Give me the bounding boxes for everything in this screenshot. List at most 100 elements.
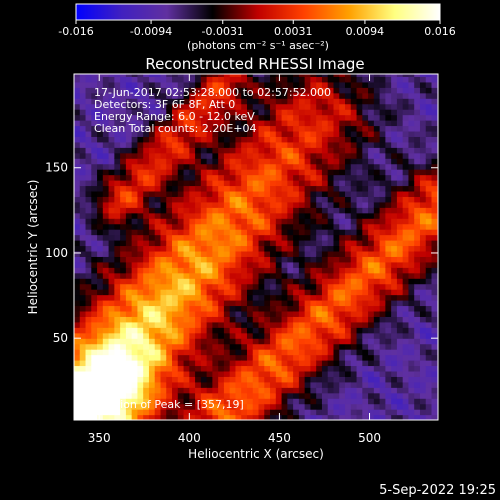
heatmap-cell <box>402 316 410 323</box>
heatmap-cell <box>270 316 277 323</box>
heatmap-cell <box>85 267 92 274</box>
heatmap-cell <box>252 120 260 127</box>
heatmap-cell <box>270 354 277 361</box>
heatmap-cell <box>223 81 231 88</box>
heatmap-cell <box>327 229 335 236</box>
heatmap-cell <box>275 321 283 328</box>
heatmap-cell <box>287 289 294 296</box>
heatmap-cell <box>356 327 363 334</box>
heatmap-cell <box>97 147 104 154</box>
heatmap-cell <box>177 250 185 257</box>
heatmap-cell <box>333 267 340 274</box>
heatmap-cell <box>321 261 329 268</box>
heatmap-cell <box>298 180 306 187</box>
heatmap-cell <box>402 289 410 296</box>
heatmap-cell <box>229 327 237 334</box>
heatmap-cell <box>114 310 121 317</box>
heatmap-cell <box>327 245 335 252</box>
heatmap-cell <box>183 278 190 285</box>
heatmap-cell <box>298 403 306 410</box>
heatmap-cell <box>131 354 139 361</box>
heatmap-cell <box>362 387 369 394</box>
heatmap-cell <box>154 316 162 323</box>
heatmap-cell <box>431 234 438 241</box>
heatmap-cell <box>154 114 162 121</box>
heatmap-cell <box>241 120 248 127</box>
heatmap-cell <box>120 261 127 268</box>
heatmap-cell <box>425 174 433 181</box>
heatmap-cell <box>223 338 231 345</box>
heatmap-cell <box>333 141 340 148</box>
heatmap-cell <box>275 294 283 301</box>
heatmap-cell <box>85 294 92 301</box>
heatmap-cell <box>310 223 317 230</box>
heatmap-cell <box>154 234 162 241</box>
heatmap-cell <box>298 201 306 208</box>
heatmap-cell <box>195 114 202 121</box>
heatmap-cell <box>246 278 254 285</box>
heatmap-cell <box>229 87 237 94</box>
heatmap-cell <box>356 163 363 170</box>
heatmap-cell <box>235 398 242 405</box>
heatmap-cell <box>396 158 404 165</box>
heatmap-cell <box>414 381 421 388</box>
heatmap-cell <box>79 152 87 159</box>
heatmap-cell <box>183 354 190 361</box>
heatmap-cell <box>246 201 254 208</box>
heatmap-cell <box>166 130 173 137</box>
heatmap-cell <box>195 185 202 192</box>
heatmap-cell <box>304 381 312 388</box>
heatmap-cell <box>281 283 288 290</box>
heatmap-cell <box>408 169 415 176</box>
heatmap-cell <box>316 343 323 350</box>
heatmap-cell <box>333 310 340 317</box>
heatmap-cell <box>102 398 110 405</box>
heatmap-cell <box>91 180 98 187</box>
heatmap-cell <box>125 152 133 159</box>
heatmap-cell <box>281 360 288 367</box>
heatmap-cell <box>85 87 92 94</box>
heatmap-cell <box>120 114 127 121</box>
heatmap-cell <box>102 103 110 110</box>
heatmap-cell <box>275 240 283 247</box>
heatmap-cell <box>241 261 248 268</box>
heatmap-cell <box>402 201 410 208</box>
heatmap-cell <box>102 310 110 317</box>
heatmap-cell <box>350 245 358 252</box>
heatmap-cell <box>160 201 167 208</box>
heatmap-cell <box>91 169 98 176</box>
heatmap-cell <box>327 310 335 317</box>
heatmap-cell <box>79 349 87 356</box>
heatmap-cell <box>385 392 392 399</box>
heatmap-cell <box>189 207 196 214</box>
heatmap-cell <box>154 321 162 328</box>
heatmap-cell <box>120 332 127 339</box>
heatmap-cell <box>166 174 173 181</box>
heatmap-cell <box>391 403 398 410</box>
heatmap-cell <box>114 120 121 127</box>
heatmap-cell <box>172 370 179 377</box>
colorbar-tick-label: 0.0094 <box>346 25 385 38</box>
y-tick-label: 50 <box>53 331 68 345</box>
heatmap-cell <box>402 87 410 94</box>
heatmap-cell <box>160 229 167 236</box>
heatmap-cell <box>281 256 288 263</box>
heatmap-cell <box>102 218 110 225</box>
heatmap-cell <box>385 327 392 334</box>
heatmap-cell <box>298 136 306 143</box>
heatmap-cell <box>229 256 237 263</box>
heatmap-cell <box>379 180 386 187</box>
heatmap-cell <box>183 234 190 241</box>
heatmap-cell <box>396 141 404 148</box>
heatmap-cell <box>258 212 265 219</box>
heatmap-cell <box>79 196 87 203</box>
heatmap-cell <box>189 120 196 127</box>
heatmap-cell <box>252 185 260 192</box>
heatmap-cell <box>264 125 271 132</box>
heatmap-cell <box>258 141 265 148</box>
heatmap-cell <box>160 294 167 301</box>
heatmap-cell <box>264 196 271 203</box>
heatmap-cell <box>316 103 323 110</box>
heatmap-cell <box>321 130 329 137</box>
heatmap-cell <box>402 92 410 99</box>
